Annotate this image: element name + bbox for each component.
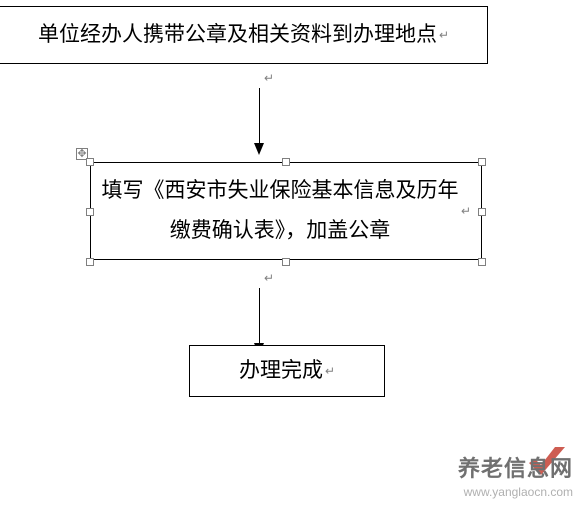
flow-step-2-text: 填写《西安市失业保险基本信息及历年缴费确认表》，加盖公章 [101, 171, 459, 251]
resize-handle[interactable] [478, 208, 486, 216]
paragraph-mark-icon: ↵ [264, 272, 274, 284]
flow-arrow-2: ↵ [254, 272, 264, 355]
resize-handle[interactable] [282, 258, 290, 266]
paragraph-mark-icon: ↵ [325, 360, 335, 383]
arrow-line [259, 288, 260, 344]
resize-handle[interactable] [478, 258, 486, 266]
resize-handle[interactable] [86, 208, 94, 216]
flow-step-2[interactable]: 填写《西安市失业保险基本信息及历年缴费确认表》，加盖公章↵ [90, 162, 482, 260]
arrow-line [259, 88, 260, 144]
resize-handle[interactable] [282, 158, 290, 166]
flow-step-1: 单位经办人携带公章及相关资料到办理地点↵ [0, 6, 488, 64]
resize-handle[interactable] [86, 258, 94, 266]
resize-handle[interactable] [478, 158, 486, 166]
flow-step-3-text: 办理完成 [239, 351, 323, 391]
flow-step-3: 办理完成↵ [189, 345, 385, 397]
resize-handle[interactable] [86, 158, 94, 166]
flow-arrow-1: ↵ [254, 72, 264, 155]
flow-step-1-text: 单位经办人携带公章及相关资料到办理地点 [38, 15, 437, 55]
watermark-url: www.yanglaocn.com [458, 485, 573, 499]
paragraph-mark-icon: ↵ [461, 200, 471, 223]
paragraph-mark-icon: ↵ [264, 72, 274, 84]
watermark-title: 养老信息网 [458, 451, 573, 483]
paragraph-mark-icon: ↵ [439, 24, 449, 47]
watermark: 养老信息网 www.yanglaocn.com [458, 451, 573, 499]
arrow-head-icon [254, 143, 264, 155]
